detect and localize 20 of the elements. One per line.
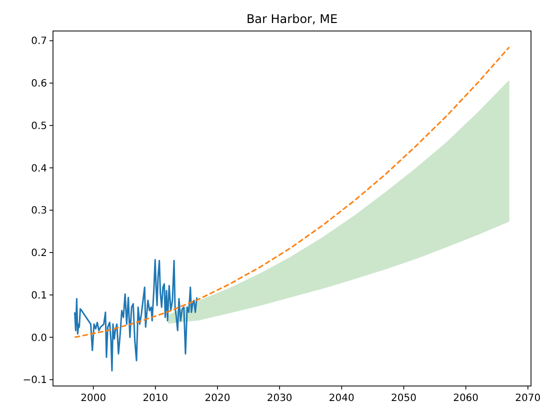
y-tick-label: 0.1	[31, 290, 47, 302]
x-tick-label: 2070	[515, 393, 541, 404]
x-tick-label: 2040	[328, 393, 354, 404]
x-tick-label: 2000	[80, 393, 106, 404]
x-tick-label: 2030	[266, 393, 292, 404]
y-tick-label: 0.5	[31, 120, 47, 132]
y-tick-label: 0.2	[31, 248, 47, 260]
line-series	[74, 259, 198, 372]
y-tick-label: 0.3	[31, 206, 47, 217]
y-tick-label: −0.1	[22, 375, 47, 386]
x-tick-label: 2020	[204, 393, 230, 404]
x-tick-label: 2010	[142, 393, 168, 404]
y-tick-label: 0.7	[31, 36, 47, 48]
x-tick-label: 2060	[453, 393, 479, 404]
y-tick-label: 0.4	[31, 163, 47, 174]
x-tick-label: 2050	[391, 393, 416, 404]
chart-title: Bar Harbor, ME	[246, 12, 338, 26]
y-tick-label: 0.0	[31, 332, 47, 344]
y-tick-label: 0.6	[31, 78, 47, 90]
line-series	[74, 46, 510, 338]
